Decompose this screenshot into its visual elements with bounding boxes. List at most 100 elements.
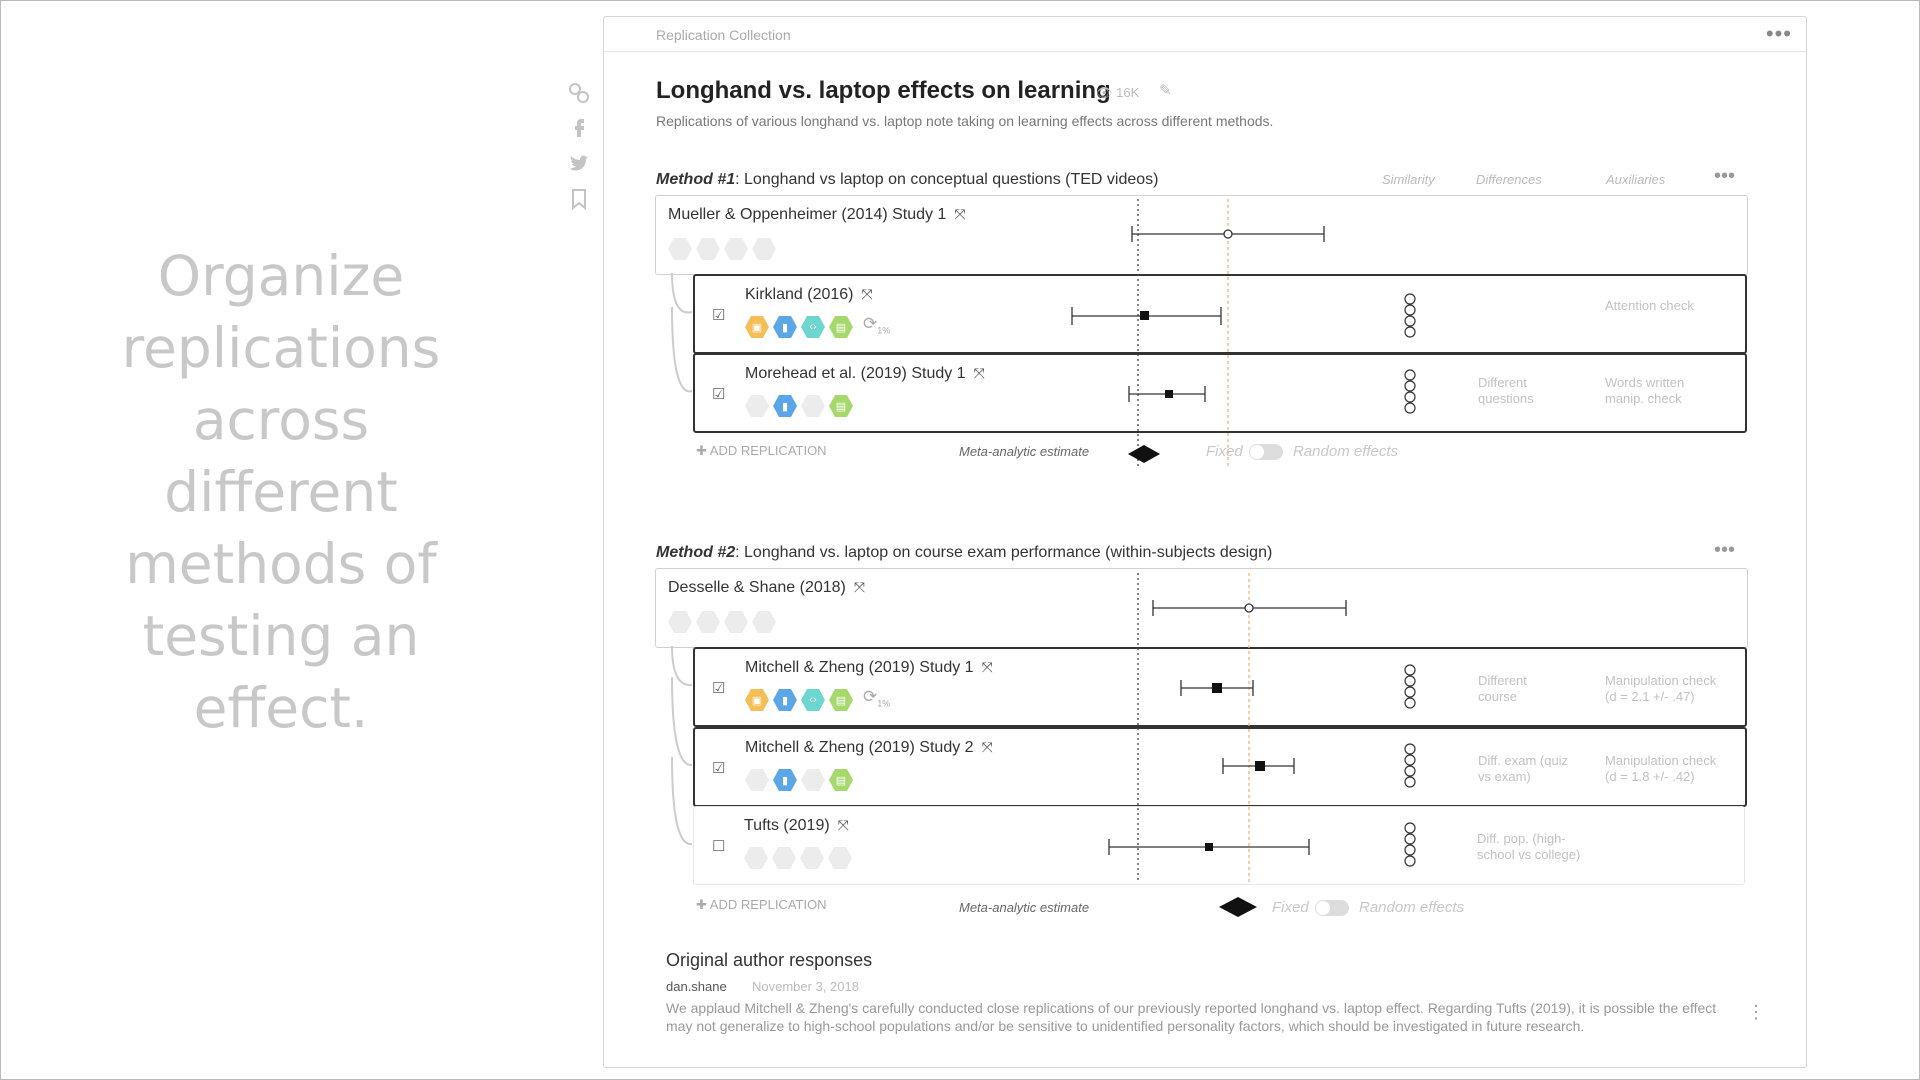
panel-more-icon[interactable]: •••: [1765, 21, 1792, 46]
effects-toggle[interactable]: [1249, 444, 1283, 460]
reproducibility-icon: ⟳1%: [863, 687, 891, 709]
include-checkbox[interactable]: ☑: [712, 760, 726, 777]
random-effects-label: Random effects: [1293, 443, 1399, 460]
expand-icon[interactable]: ⤧: [853, 579, 866, 595]
open-code-icon: ‹›: [801, 688, 825, 712]
twitter-icon[interactable]: [568, 153, 590, 175]
open-data-icon: [696, 237, 720, 261]
preregistration-icon: [752, 237, 776, 261]
badge-group: ▣ ▮ ‹› ▤: [745, 688, 853, 712]
badge-group: [668, 610, 776, 634]
meta-analytic-label: Meta-analytic estimate: [959, 900, 1090, 915]
study-name[interactable]: Tufts (2019) ⤧: [744, 817, 849, 834]
replication-row[interactable]: ☑ Mitchell & Zheng (2019) Study 1 ⤧ ▣ ▮ ‹…: [693, 647, 1747, 727]
study-name[interactable]: Mueller & Oppenheimer (2014) Study 1 ⤧: [668, 206, 966, 223]
collection-panel: Replication Collection ••• Longhand vs. …: [603, 16, 1807, 1068]
expand-icon[interactable]: ⤧: [954, 206, 966, 222]
include-checkbox[interactable]: ☑: [712, 680, 726, 697]
open-data-icon: ▮: [773, 315, 797, 339]
auxiliaries-cell: Manipulation check (d = 1.8 +/- .42): [1605, 753, 1717, 784]
include-checkbox[interactable]: ☑: [712, 307, 726, 324]
response-text: We applaud Mitchell & Zheng's carefully …: [666, 1000, 1717, 1034]
badge-group: [668, 237, 776, 261]
add-replication-button[interactable]: ✚ ADD REPLICATION: [696, 443, 827, 458]
expand-icon[interactable]: ⤧: [981, 739, 993, 755]
page-subtitle: Replications of various longhand vs. lap…: [656, 113, 1274, 129]
response-date: November 3, 2018: [752, 979, 859, 994]
method-title: : Longhand vs. laptop on course exam per…: [735, 544, 1273, 561]
link-icon[interactable]: [568, 82, 590, 104]
add-replication-button[interactable]: ✚ ADD REPLICATION: [696, 897, 827, 912]
replication-row[interactable]: ☐ Tufts (2019) ⤧ Diff. pop. (high-school …: [693, 806, 1745, 885]
expand-icon[interactable]: ⤧: [837, 817, 849, 833]
expand-icon[interactable]: ⤧: [861, 286, 873, 302]
preregistration-icon: ▤: [829, 768, 853, 792]
add-replication-label: ADD REPLICATION: [709, 443, 827, 458]
method-label: Method #1: [656, 171, 736, 188]
replication-row[interactable]: ☑ Mitchell & Zheng (2019) Study 2 ⤧ ▮ ▤ D…: [693, 727, 1747, 807]
tagline: Organize replications across different m…: [121, 244, 441, 740]
include-checkbox[interactable]: ☐: [712, 838, 726, 855]
column-differences: Differences: [1476, 172, 1542, 187]
badge-group: ▮ ▤: [745, 394, 853, 418]
facebook-icon[interactable]: [568, 116, 590, 138]
column-similarity: Similarity: [1382, 172, 1435, 187]
reproducibility-value: 1%: [877, 325, 891, 336]
auxiliaries-cell: Words written manip. check: [1605, 375, 1685, 406]
method-more-icon[interactable]: •••: [1714, 165, 1736, 187]
study-name[interactable]: Mitchell & Zheng (2019) Study 1 ⤧: [745, 659, 993, 676]
page-title: Longhand vs. laptop effects on learning: [656, 77, 1111, 104]
open-code-icon: [801, 394, 825, 418]
fixed-label: Fixed: [1272, 899, 1309, 916]
column-auxiliaries: Auxiliaries: [1606, 172, 1666, 187]
bookmark-icon[interactable]: [568, 188, 590, 211]
open-materials-icon: [668, 610, 692, 634]
method-1-header: Method #1: Longhand vs laptop on concept…: [656, 171, 1159, 189]
response-author[interactable]: dan.shane: [666, 979, 727, 994]
differences-cell: Different questions: [1478, 375, 1534, 406]
view-count: 👁 16K: [1096, 85, 1139, 101]
preregistration-icon: [752, 610, 776, 634]
study-name[interactable]: Mitchell & Zheng (2019) Study 2 ⤧: [745, 739, 993, 756]
badge-group: [744, 846, 852, 870]
original-study-row[interactable]: Desselle & Shane (2018) ⤧: [655, 568, 1748, 648]
auxiliaries-cell: Attention check: [1605, 298, 1694, 313]
responses-heading: Original author responses: [666, 950, 873, 970]
effects-toggle[interactable]: [1315, 900, 1349, 916]
expand-icon[interactable]: ⤧: [973, 365, 985, 381]
divider: [604, 51, 1806, 52]
study-name[interactable]: Morehead et al. (2019) Study 1 ⤧: [745, 365, 985, 382]
add-replication-label: ADD REPLICATION: [709, 897, 827, 912]
open-materials-icon: [745, 768, 769, 792]
open-data-icon: ▮: [773, 394, 797, 418]
open-code-icon: [724, 237, 748, 261]
meta-analytic-label: Meta-analytic estimate: [959, 444, 1090, 459]
reproducibility-value: 1%: [877, 698, 891, 709]
tree-connector: [671, 272, 693, 393]
view-count-value: 16K: [1116, 85, 1140, 100]
replication-row[interactable]: ☑ Kirkland (2016) ⤧ ▣ ▮ ‹› ▤ ⟳1% Attentio…: [693, 274, 1747, 354]
breadcrumb[interactable]: Replication Collection: [656, 27, 791, 43]
response-more-icon[interactable]: ⋮: [1747, 1002, 1765, 1022]
include-checkbox[interactable]: ☑: [712, 386, 726, 403]
preregistration-icon: ▤: [829, 688, 853, 712]
replication-row[interactable]: ☑ Morehead et al. (2019) Study 1 ⤧ ▮ ▤ Di…: [693, 353, 1747, 433]
open-code-icon: ‹›: [801, 315, 825, 339]
expand-icon[interactable]: ⤧: [981, 659, 993, 675]
open-code-icon: [801, 768, 825, 792]
study-name[interactable]: Desselle & Shane (2018) ⤧: [668, 579, 866, 596]
method-more-icon[interactable]: •••: [1714, 539, 1736, 561]
badge-group: ▮ ▤: [745, 768, 853, 792]
open-materials-icon: ▣: [745, 315, 769, 339]
original-study-row[interactable]: Mueller & Oppenheimer (2014) Study 1 ⤧: [655, 195, 1748, 275]
edit-icon[interactable]: ✎: [1159, 82, 1172, 99]
auxiliaries-cell: Manipulation check (d = 2.1 +/- .47): [1605, 673, 1717, 704]
preregistration-icon: ▤: [829, 394, 853, 418]
study-name[interactable]: Kirkland (2016) ⤧: [745, 286, 873, 303]
eye-icon: 👁: [1096, 85, 1113, 100]
open-materials-icon: [668, 237, 692, 261]
meta-analytic-diamond: [1128, 445, 1160, 463]
badge-group: ▣ ▮ ‹› ▤: [745, 315, 853, 339]
open-materials-icon: [745, 394, 769, 418]
differences-cell: Different course: [1478, 673, 1527, 704]
